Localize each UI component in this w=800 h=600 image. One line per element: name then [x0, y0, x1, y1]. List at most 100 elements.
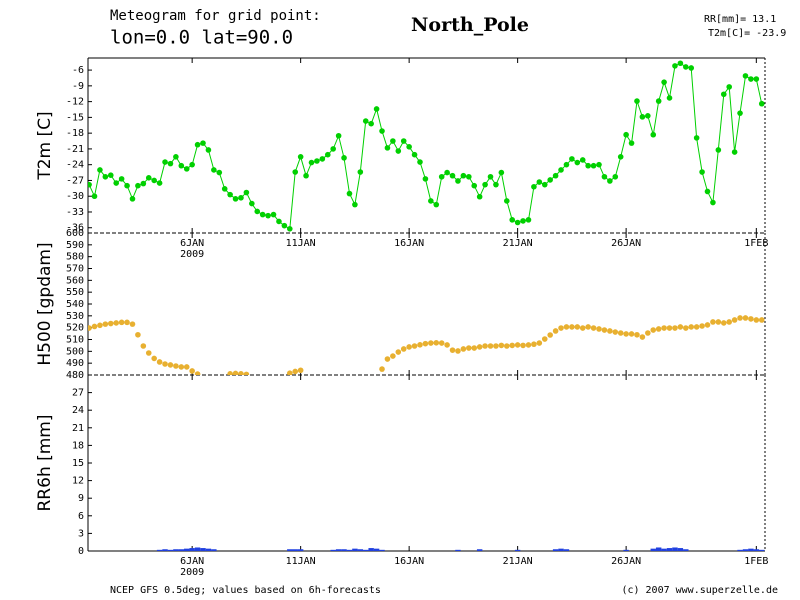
y-tick-label: 600 — [66, 228, 84, 239]
data-point — [715, 147, 722, 153]
x-tick-label: 6JAN — [180, 556, 204, 567]
data-point — [107, 320, 114, 327]
data-point — [710, 319, 716, 325]
data-point — [422, 340, 429, 347]
y-tick-label: -18 — [66, 128, 84, 139]
y-tick-label: -36 — [66, 223, 84, 234]
y-tick-label: -33 — [66, 207, 84, 218]
data-point — [748, 316, 754, 322]
data-point — [536, 340, 543, 346]
data-point — [151, 177, 157, 184]
data-point — [341, 155, 347, 161]
x-tick-label: 11JAN — [286, 556, 316, 567]
data-point — [254, 208, 261, 215]
data-point — [753, 317, 760, 323]
bar — [335, 549, 342, 551]
data-point — [677, 60, 684, 67]
x-tick-label: 26JAN — [611, 556, 641, 567]
data-point — [411, 343, 418, 349]
data-point — [737, 110, 743, 116]
data-point — [536, 179, 543, 185]
data-point — [91, 193, 98, 200]
data-point — [645, 330, 651, 336]
data-point — [438, 340, 445, 346]
y-tick-label: 520 — [66, 323, 84, 334]
data-point — [135, 331, 141, 338]
y-tick-label: 500 — [66, 346, 84, 357]
data-point — [308, 159, 315, 166]
data-point — [720, 320, 727, 326]
data-point — [449, 347, 456, 353]
y-tick-label: 0 — [78, 546, 84, 557]
data-point — [466, 173, 472, 180]
data-point — [601, 173, 608, 180]
data-point — [514, 342, 521, 348]
data-point — [590, 162, 597, 169]
data-point — [162, 159, 168, 165]
data-point — [574, 159, 581, 166]
data-point — [758, 317, 765, 323]
data-point — [314, 158, 320, 164]
data-point — [428, 198, 434, 204]
data-point — [699, 323, 705, 329]
bar — [650, 548, 656, 551]
data-point — [384, 356, 391, 362]
bar — [373, 548, 380, 551]
bar — [623, 549, 629, 551]
data-point — [379, 128, 385, 134]
x-tick-label: 16JAN — [394, 238, 424, 249]
data-point — [693, 135, 700, 141]
x-tick-label: 1FEB — [744, 556, 768, 567]
data-point — [623, 331, 629, 337]
data-point — [276, 218, 282, 225]
data-point — [178, 364, 185, 370]
data-point — [455, 348, 461, 354]
data-point — [579, 325, 586, 331]
data-point — [102, 173, 109, 180]
y-tick-label: 24 — [72, 405, 84, 416]
data-point — [335, 132, 342, 139]
bar — [476, 549, 483, 551]
bar — [162, 549, 168, 551]
data-point — [612, 329, 619, 335]
bar — [552, 549, 559, 551]
y-tick-label: 12 — [72, 476, 84, 487]
data-point — [731, 149, 738, 155]
data-point — [417, 159, 423, 165]
bar — [748, 548, 754, 551]
data-point — [281, 222, 288, 229]
data-point — [189, 368, 195, 374]
bar — [292, 549, 298, 551]
data-point — [607, 178, 613, 184]
x-tick-label: 26JAN — [611, 238, 641, 249]
data-point — [476, 344, 483, 350]
data-point — [422, 176, 429, 182]
data-point — [699, 169, 705, 175]
y-tick-label: -9 — [72, 81, 84, 92]
data-point — [227, 371, 233, 375]
y-tick-label: 550 — [66, 287, 84, 298]
data-point — [178, 162, 185, 169]
data-point — [352, 201, 358, 208]
data-point — [243, 189, 250, 196]
data-point — [552, 328, 559, 334]
data-point — [167, 362, 174, 368]
bar — [379, 549, 385, 551]
data-point — [682, 64, 689, 70]
bar — [167, 549, 174, 551]
data-point — [444, 342, 450, 348]
y-tick-label: 560 — [66, 275, 84, 286]
data-point — [118, 319, 125, 326]
data-point — [645, 113, 651, 119]
data-point — [238, 371, 244, 375]
data-point — [428, 340, 434, 346]
data-point — [574, 324, 581, 330]
data-point — [503, 198, 510, 204]
data-point — [411, 151, 418, 158]
x-tick-label: 16JAN — [394, 556, 424, 567]
data-point — [400, 138, 407, 144]
bar — [661, 548, 667, 551]
bar — [558, 548, 564, 551]
data-point — [704, 322, 711, 328]
data-point — [221, 186, 228, 192]
